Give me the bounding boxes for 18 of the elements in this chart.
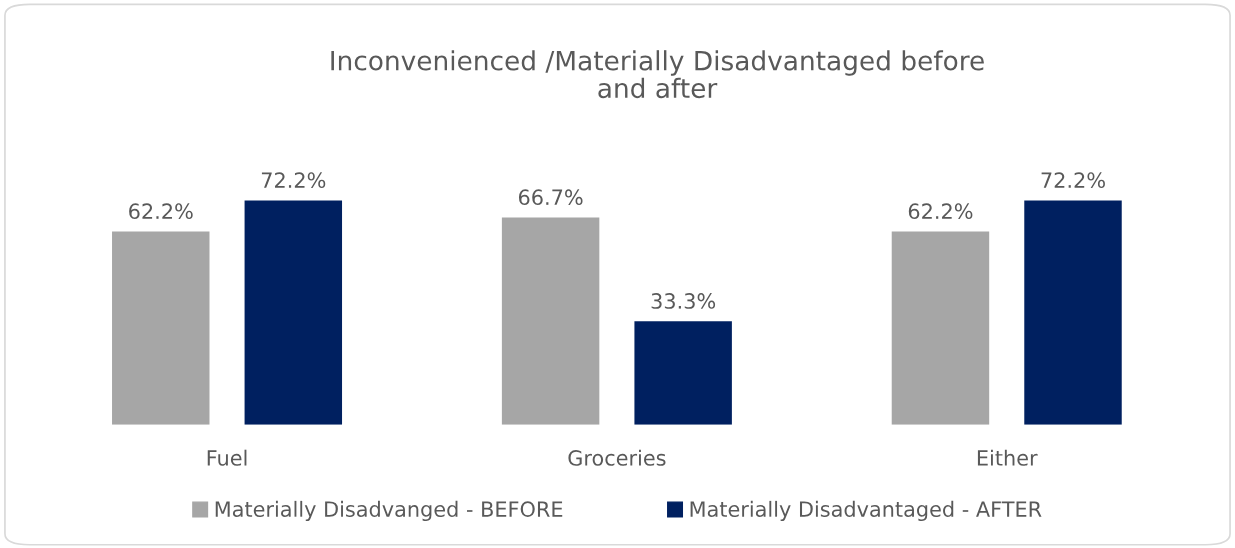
bar [1024, 200, 1122, 425]
bar [501, 217, 600, 425]
data-label: 72.2% [1041, 172, 1105, 189]
data-label: 33.3% [651, 293, 716, 309]
bar [891, 231, 990, 425]
data-label: 62.2% [129, 203, 193, 220]
data-label: 72.2% [261, 172, 326, 189]
x-tick-label: Fuel [207, 449, 247, 466]
bar [634, 321, 732, 425]
legend-label: Materially Disadvanged - BEFORE [215, 500, 563, 522]
data-label: 62.2% [908, 203, 973, 220]
bar [244, 200, 343, 425]
chart-title: Inconvenienced /Materially Disadvantaged before and after [331, 50, 984, 99]
legend-label: Materially Disadvantaged - AFTER [690, 500, 1042, 522]
x-tick-label: Groceries [568, 449, 666, 466]
x-tick-label: Either [977, 449, 1038, 466]
bar [112, 231, 210, 425]
data-label: 66.7% [518, 189, 583, 206]
